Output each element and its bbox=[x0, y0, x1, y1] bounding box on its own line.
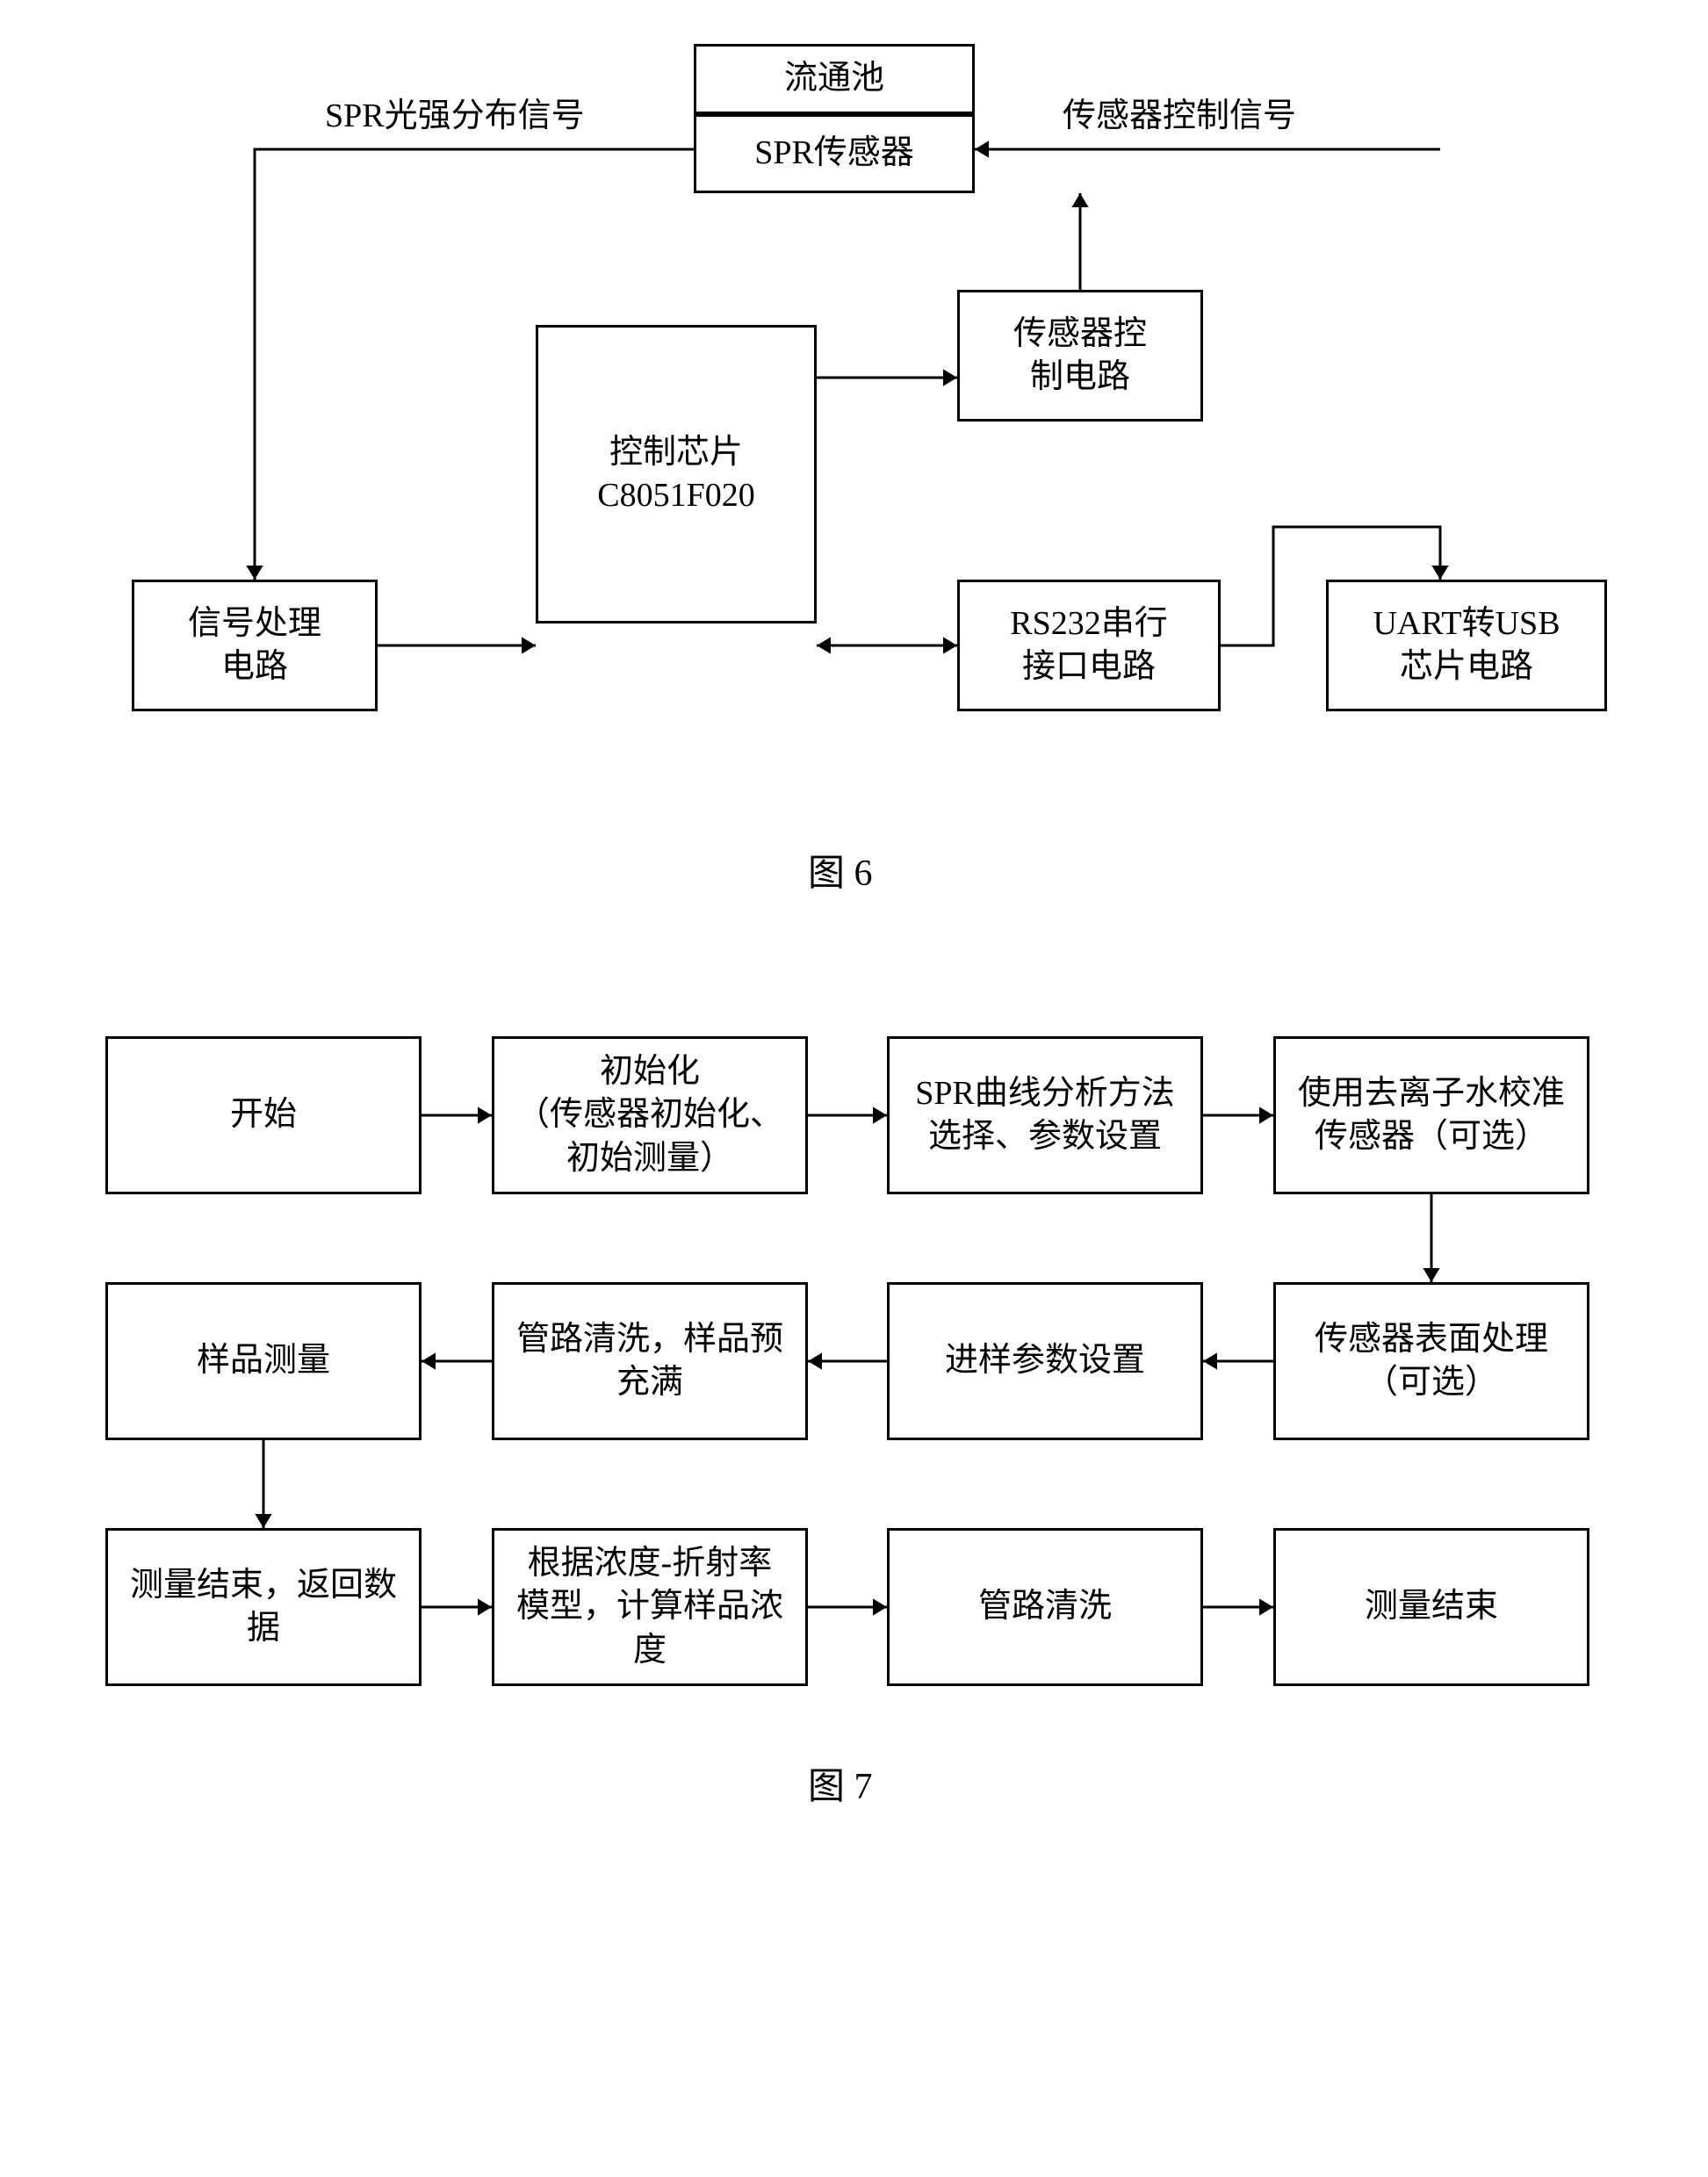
edge-label-ctrl: 传感器控制信号 bbox=[1063, 88, 1296, 136]
node-sigproc: 信号处理 电路 bbox=[132, 580, 378, 711]
node-n11: 管路清洗 bbox=[887, 1528, 1203, 1686]
node-n7: 管路清洗，样品预 充满 bbox=[492, 1282, 808, 1440]
node-label: 管路清洗 bbox=[978, 1585, 1112, 1628]
figure-6: 流通池 SPR传感器传感器控 制电路控制芯片 C8051F020 信号处理 电路 RS… bbox=[70, 35, 1638, 931]
node-label: 测量结束 bbox=[1365, 1585, 1498, 1628]
node-label: 传感器控 制电路 bbox=[1013, 313, 1147, 400]
node-label: RS232串行 接口电路 bbox=[1010, 602, 1167, 689]
node-uartusb: UART转USB 芯片电路 bbox=[1326, 580, 1607, 711]
node-label: 根据浓度-折射率 模型，计算样品浓 度 bbox=[516, 1542, 783, 1672]
figure-caption: 图 7 bbox=[808, 1756, 873, 1810]
node-n8: 样品测量 bbox=[105, 1282, 422, 1440]
node-n12: 测量结束 bbox=[1273, 1528, 1589, 1686]
node-label: 开始 bbox=[230, 1093, 297, 1136]
node-label: 初始化 （传感器初始化、 初始测量） bbox=[516, 1050, 783, 1180]
node-label: UART转USB 芯片电路 bbox=[1373, 602, 1560, 689]
node-rs232: RS232串行 接口电路 bbox=[957, 580, 1221, 711]
node-n4: 使用去离子水校准 传感器（可选） bbox=[1273, 1036, 1589, 1194]
node-label: 传感器表面处理 （可选） bbox=[1315, 1318, 1548, 1405]
node-n6: 进样参数设置 bbox=[887, 1282, 1203, 1440]
node-sensorctrl: 传感器控 制电路 bbox=[957, 290, 1203, 422]
node-label: 流通池 bbox=[784, 57, 884, 100]
node-n1: 开始 bbox=[105, 1036, 422, 1194]
node-ctrlchip: 控制芯片 C8051F020 bbox=[536, 325, 817, 624]
node-label: 样品测量 bbox=[197, 1339, 330, 1382]
node-n9: 测量结束，返回数 据 bbox=[105, 1528, 422, 1686]
node-label: 控制芯片 C8051F020 bbox=[597, 431, 754, 518]
edge-label-spr: SPR光强分布信号 bbox=[325, 88, 585, 136]
figure-caption: 图 6 bbox=[808, 843, 873, 897]
node-n10: 根据浓度-折射率 模型，计算样品浓 度 bbox=[492, 1528, 808, 1686]
node-label: SPR传感器 bbox=[754, 132, 914, 175]
figure-7: 开始 初始化 （传感器初始化、 初始测量） SPR曲线分析方法 选择、参数设置 使用去… bbox=[70, 1036, 1638, 1844]
node-n2: 初始化 （传感器初始化、 初始测量） bbox=[492, 1036, 808, 1194]
node-sprsensor: SPR传感器 bbox=[694, 114, 975, 193]
node-n3: SPR曲线分析方法 选择、参数设置 bbox=[887, 1036, 1203, 1194]
node-label: 管路清洗，样品预 充满 bbox=[516, 1318, 783, 1405]
node-label: 测量结束，返回数 据 bbox=[130, 1564, 397, 1651]
node-label: SPR曲线分析方法 选择、参数设置 bbox=[915, 1072, 1175, 1159]
node-n5: 传感器表面处理 （可选） bbox=[1273, 1282, 1589, 1440]
node-label: 使用去离子水校准 传感器（可选） bbox=[1298, 1072, 1565, 1159]
node-label: 信号处理 电路 bbox=[188, 602, 321, 689]
node-flowcell: 流通池 bbox=[694, 44, 975, 114]
node-label: 进样参数设置 bbox=[945, 1339, 1145, 1382]
